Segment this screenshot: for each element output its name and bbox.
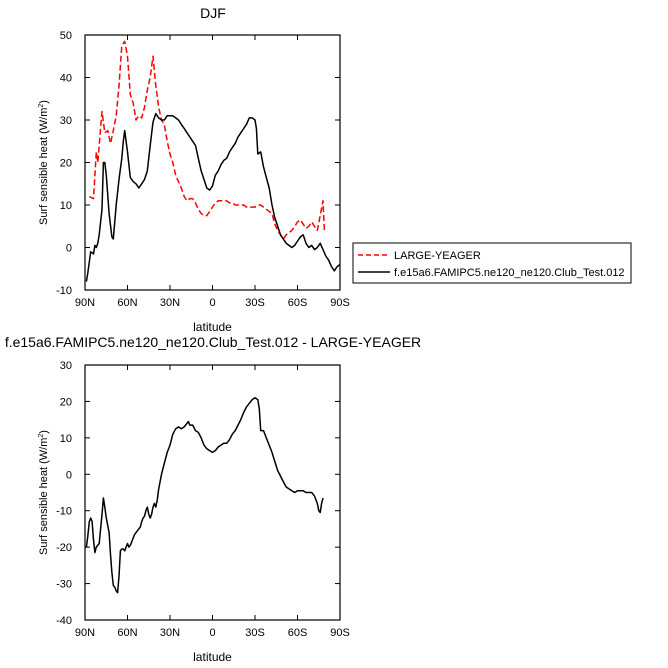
top-x-tick-label: 60S [288, 297, 308, 309]
bottom-y-tick-label: 20 [60, 396, 72, 408]
bottom-x-tick-label: 90N [75, 627, 95, 639]
bottom-chart-title: f.e15a6.FAMIPC5.ne120_ne120.Club_Test.01… [5, 334, 421, 350]
bottom-x-tick-label: 60S [288, 627, 308, 639]
bottom-plot-area: 90N 60N 30N 0 30S 60S 90S -40 -30 -20 -10 0 10 20 30 [56, 360, 350, 639]
top-plot-area: 90N 60N 30N 0 30S 60S 90S -10 0 10 20 30 40 50 [56, 30, 350, 309]
legend-box [352, 242, 632, 284]
top-x-tick-label: 90S [330, 297, 350, 309]
top-y-tick-label: 20 [60, 158, 72, 170]
top-series-line-0 [88, 40, 326, 240]
panel-bottom: f.e15a6.FAMIPC5.ne120_ne120.Club_Test.01… [5, 334, 421, 664]
top-plot-frame [84, 34, 341, 291]
bottom-y-tick-label: 0 [66, 469, 72, 481]
top-x-tick-label: 0 [209, 297, 215, 309]
legend-label-club-test: f.e15a6.FAMIPC5.ne120_ne120.Club_Test.01… [394, 267, 625, 279]
top-y-tick-label: 30 [60, 115, 72, 127]
bottom-x-tick-label: 60N [117, 627, 137, 639]
bottom-x-tick-label: 90S [330, 627, 350, 639]
bottom-x-tick-label: 0 [209, 627, 215, 639]
top-x-axis-label: latitude [193, 320, 232, 334]
bottom-y-tick-label: 10 [60, 433, 72, 445]
legend-label-large-yeager: LARGE-YEAGER [394, 250, 481, 262]
top-series-line-1 [85, 112, 341, 282]
bottom-y-tick-label: -30 [56, 579, 72, 591]
top-y-tick-label: -10 [56, 285, 72, 297]
top-x-tick-label: 30S [245, 297, 265, 309]
bottom-x-axis-label: latitude [193, 650, 232, 664]
legend: LARGE-YEAGER f.e15a6.FAMIPC5.ne120_ne120… [352, 242, 632, 284]
top-y-tick-label: 0 [66, 243, 72, 255]
bottom-y-axis-label: Surf sensible heat (W/m2) [38, 430, 50, 555]
top-x-tick-label: 30N [160, 297, 180, 309]
bottom-y-tick-label: -20 [56, 542, 72, 554]
bottom-plot-frame [84, 364, 341, 621]
top-y-tick-label: 50 [60, 30, 72, 42]
panel-top: DJF 90N 60N 30N 0 30S 60S 90S -10 0 10 20 30 40 50 la… [38, 5, 350, 334]
top-y-tick-label: 10 [60, 200, 72, 212]
top-x-tick-label: 90N [75, 297, 95, 309]
top-y-axis-label: Surf sensible heat (W/m2) [38, 100, 50, 225]
bottom-y-tick-label: 30 [60, 360, 72, 372]
bottom-y-tick-label: -40 [56, 615, 72, 627]
bottom-series-line-0 [85, 397, 324, 594]
bottom-x-tick-label: 30S [245, 627, 265, 639]
bottom-x-tick-label: 30N [160, 627, 180, 639]
bottom-y-tick-label: -10 [56, 506, 72, 518]
top-x-tick-label: 60N [117, 297, 137, 309]
top-y-tick-label: 40 [60, 73, 72, 85]
top-chart-title: DJF [200, 5, 226, 21]
